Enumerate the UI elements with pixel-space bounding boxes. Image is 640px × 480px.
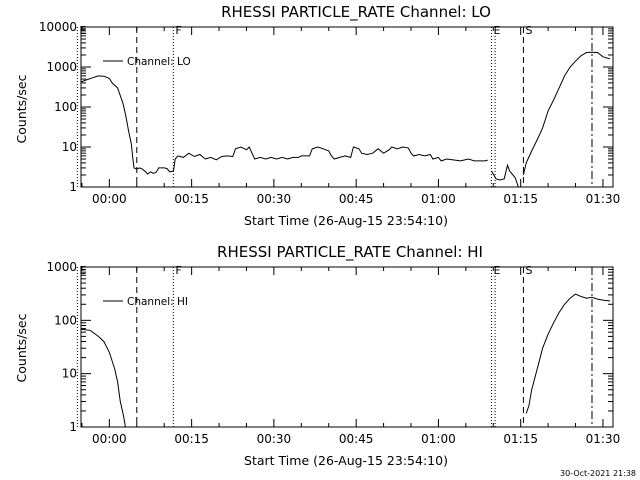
series-line (525, 293, 611, 414)
y-tick-label: 100 (54, 100, 77, 114)
series-line (491, 163, 519, 187)
plot-marks: 00:00 00:15 00:30 00:45 01:00 01:15 01:30 1 10 10… (39, 20, 620, 206)
series-line (81, 75, 488, 175)
legend-entry: Channel: LO (127, 56, 191, 68)
chart-panel-hi: RHESSI PARTICLE_RATE Channel: HI Start T… (14, 243, 620, 468)
y-axis-label: Counts/sec (14, 313, 29, 382)
plot-frame (80, 266, 614, 428)
x-tick-label: 00:30 (257, 192, 292, 206)
event-marker-label: F (175, 24, 181, 37)
timestamp-footer: 30-Oct-2021 21:38 (560, 469, 636, 478)
y-tick-label: 1000 (46, 60, 77, 74)
x-tick-label: 00:00 (92, 192, 127, 206)
x-tick-label: 00:30 (257, 432, 292, 446)
y-tick-label: 1 (69, 420, 77, 434)
event-marker-label: E (79, 24, 86, 37)
event-marker-label: E (79, 264, 86, 277)
x-tick-label: 01:15 (503, 192, 538, 206)
series-line (81, 328, 126, 427)
event-marker-label: E (493, 24, 500, 37)
plot-marks: 00:00 00:15 00:30 00:45 01:00 01:15 01:30 1 10 10… (46, 260, 620, 446)
x-tick-label: 00:15 (174, 432, 209, 446)
event-marker-label: E (493, 264, 500, 277)
chart-panel-lo: RHESSI PARTICLE_RATE Channel: LO Start T… (14, 3, 620, 228)
y-tick-label: 10000 (39, 20, 77, 34)
series-line (522, 51, 611, 176)
chart-title: RHESSI PARTICLE_RATE Channel: LO (221, 3, 491, 22)
chart-title: RHESSI PARTICLE_RATE Channel: HI (217, 243, 483, 262)
x-tick-label: 01:30 (586, 192, 621, 206)
x-tick-label: 01:15 (503, 432, 538, 446)
y-tick-label: 10 (62, 367, 77, 381)
y-tick-label: 100 (54, 313, 77, 327)
y-tick-label: 1000 (46, 260, 77, 274)
event-marker-label: S (525, 264, 532, 277)
x-axis-label: Start Time (26-Aug-15 23:54:10) (244, 453, 448, 468)
x-tick-label: 00:45 (339, 432, 374, 446)
legend-entry: Channel: HI (127, 296, 188, 308)
y-axis-label: Counts/sec (14, 74, 29, 143)
event-marker-label: S (525, 24, 532, 37)
x-tick-label: 01:30 (586, 432, 621, 446)
x-tick-label: 00:15 (174, 192, 209, 206)
plot-frame (80, 26, 614, 188)
x-axis-label: Start Time (26-Aug-15 23:54:10) (244, 213, 448, 228)
event-marker-label: F (175, 264, 181, 277)
x-tick-label: 00:00 (92, 432, 127, 446)
x-tick-label: 00:45 (339, 192, 374, 206)
x-tick-label: 01:00 (421, 192, 456, 206)
y-tick-label: 1 (69, 180, 77, 194)
y-tick-label: 10 (62, 140, 77, 154)
x-tick-label: 01:00 (421, 432, 456, 446)
